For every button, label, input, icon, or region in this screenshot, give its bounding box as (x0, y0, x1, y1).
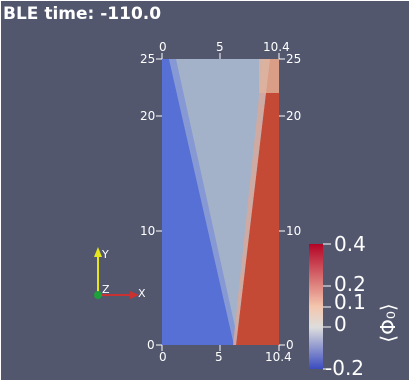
left-y-tick-25: 25 (140, 52, 155, 66)
right-y-tick-20: 20 (286, 109, 301, 123)
z-axis-label: Z (102, 283, 110, 296)
top-x-tick-5: 5 (216, 40, 224, 54)
left-y-tick-20: 20 (140, 109, 155, 123)
orientation-axes[interactable]: Y X Z (94, 247, 146, 300)
y-axis-arrow (94, 247, 102, 257)
colorbar-title: ⟨Φ₀⟩ (376, 303, 400, 342)
colorbar-tick-0: 0 (334, 312, 347, 336)
left-y-tick-0: 0 (147, 338, 155, 352)
bottom-x-tick-10: 10.4 (265, 350, 292, 364)
bottom-x-tick-0: 0 (159, 350, 167, 364)
red-region (236, 59, 279, 345)
render-view[interactable]: 0 5 10.4 0 5 10.4 25 20 10 0 25 20 10 0 … (1, 1, 409, 380)
x-axis-arrow (130, 291, 139, 299)
colorbar-gradient (309, 244, 323, 369)
field-plot (162, 59, 279, 345)
left-y-tick-10: 10 (140, 224, 155, 238)
bottom-x-tick-5: 5 (215, 350, 223, 364)
top-x-tick-10: 10.4 (263, 40, 290, 54)
blue-transition (169, 59, 239, 345)
colorbar-tick-0-4: 0.4 (334, 232, 366, 256)
right-y-tick-10: 10 (286, 224, 301, 238)
render-scene: 0 5 10.4 0 5 10.4 25 20 10 0 25 20 10 0 … (94, 40, 400, 380)
z-axis-dot (94, 291, 102, 299)
y-axis-label: Y (101, 248, 109, 261)
x-axis-label: X (138, 287, 146, 300)
colorbar-tick-0-1: 0.1 (334, 290, 366, 314)
colorbar: 0.4 0.2 0.1 0 -0.2 ⟨Φ₀⟩ (309, 232, 400, 380)
blue-region (162, 59, 234, 345)
top-highlight (259, 59, 279, 93)
axis-ticks (156, 53, 285, 351)
red-transition (233, 59, 270, 345)
colorbar-tick-neg-0-2: -0.2 (325, 356, 364, 380)
right-y-tick-0: 0 (286, 338, 294, 352)
top-x-tick-0: 0 (159, 40, 167, 54)
view-title: BLE time: -110.0 (3, 4, 162, 24)
colorbar-tick-0-2: 0.2 (334, 272, 366, 296)
right-y-tick-25: 25 (286, 52, 301, 66)
